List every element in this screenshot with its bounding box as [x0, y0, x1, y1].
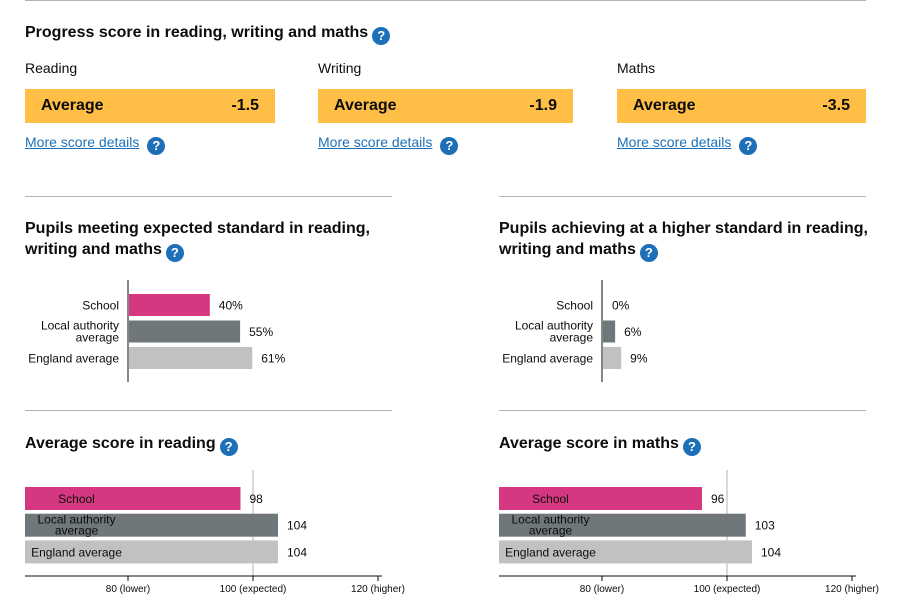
- category-label: Local authority: [511, 513, 589, 527]
- divider-right-2: [499, 410, 866, 411]
- category-label: England average: [502, 352, 593, 366]
- help-icon[interactable]: ?: [147, 137, 166, 155]
- data-label: 103: [755, 519, 775, 533]
- score-value: -1.5: [231, 97, 259, 114]
- data-label: 55%: [249, 325, 273, 339]
- x-tick-label: 80 (lower): [580, 584, 624, 595]
- x-tick-label: 80 (lower): [106, 584, 150, 595]
- progress-title: Progress score in reading, writing and m…: [25, 22, 391, 45]
- subject-label-maths: Maths: [617, 60, 656, 76]
- data-label: 6%: [624, 325, 642, 339]
- bar-england: [603, 347, 622, 369]
- category-label: School: [532, 492, 569, 506]
- score-value: -3.5: [822, 97, 850, 114]
- data-label: 0%: [612, 299, 630, 313]
- subject-label-reading: Reading: [25, 60, 78, 76]
- divider-left-1: [25, 196, 392, 197]
- category-label: England average: [31, 545, 122, 559]
- category-label: England average: [505, 545, 596, 559]
- data-label: 98: [250, 492, 264, 506]
- bar-local-authority: [603, 320, 616, 343]
- data-label: 104: [761, 545, 781, 559]
- score-value: -1.9: [529, 97, 557, 114]
- score-box-maths: Average -3.5: [617, 89, 866, 123]
- bar-england: [25, 540, 278, 564]
- bar-school: [129, 294, 210, 316]
- higher-standard-title: Pupils achieving at a higher standard in…: [499, 220, 868, 262]
- score-box-reading: Average -1.5: [25, 89, 275, 123]
- score-band: Average: [41, 97, 104, 114]
- bar-school: [499, 487, 702, 510]
- score-band: Average: [633, 97, 696, 114]
- data-label: 40%: [219, 299, 243, 313]
- top-divider: [25, 0, 866, 1]
- average-maths-title: Average score in maths?: [499, 433, 701, 456]
- x-tick-label: 120 (higher): [351, 584, 405, 595]
- category-label: average: [550, 331, 594, 345]
- bar-local-authority: [129, 320, 241, 343]
- category-label: School: [556, 299, 593, 313]
- bar-england: [499, 540, 752, 564]
- x-tick-label: 120 (higher): [825, 584, 879, 595]
- subject-label-writing: Writing: [318, 60, 362, 76]
- data-label: 9%: [630, 352, 648, 366]
- category-label: School: [82, 299, 119, 313]
- bar-local-authority: [499, 513, 746, 537]
- average-reading-title: Average score in reading?: [25, 433, 238, 456]
- score-box-writing: Average -1.9: [318, 89, 573, 123]
- category-label: average: [529, 524, 573, 538]
- help-icon[interactable]: ?: [739, 137, 758, 155]
- bar-england: [129, 347, 253, 369]
- divider-left-2: [25, 410, 392, 411]
- category-label: England average: [28, 352, 119, 366]
- data-label: 61%: [261, 352, 285, 366]
- category-label: average: [76, 331, 120, 345]
- category-label: School: [58, 492, 95, 506]
- help-icon[interactable]: ?: [682, 438, 701, 456]
- bar-school: [25, 487, 241, 510]
- help-icon[interactable]: ?: [219, 438, 238, 456]
- category-label: Local authority: [37, 513, 115, 527]
- data-label: 96: [711, 492, 725, 506]
- divider-right-1: [499, 196, 866, 197]
- help-icon[interactable]: ?: [165, 244, 184, 262]
- more-score-details-writing[interactable]: More score details?: [318, 134, 459, 155]
- category-label: Local authority: [41, 319, 119, 333]
- data-label: 104: [287, 545, 307, 559]
- help-icon[interactable]: ?: [639, 244, 658, 262]
- help-icon[interactable]: ?: [440, 137, 459, 155]
- more-score-details-maths[interactable]: More score details?: [617, 134, 758, 155]
- score-band: Average: [334, 97, 397, 114]
- data-label: 104: [287, 519, 307, 533]
- bar-local-authority: [25, 513, 278, 537]
- category-label: Local authority: [515, 319, 593, 333]
- x-tick-label: 100 (expected): [694, 584, 761, 595]
- more-score-details-reading[interactable]: More score details?: [25, 134, 166, 155]
- expected-standard-title: Pupils meeting expected standard in read…: [25, 220, 370, 262]
- x-tick-label: 100 (expected): [220, 584, 287, 595]
- category-label: average: [55, 524, 99, 538]
- help-icon[interactable]: ?: [372, 27, 391, 45]
